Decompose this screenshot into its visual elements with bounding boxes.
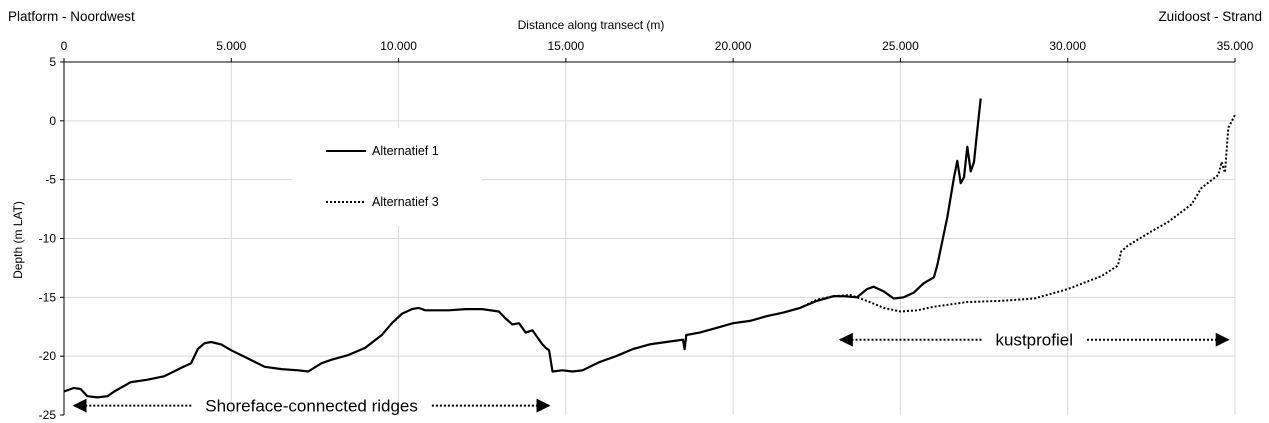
series-lines — [63, 98, 1236, 399]
annotation-label: kustprofiel — [996, 331, 1073, 350]
series-line-alternatief-1 — [63, 98, 982, 399]
annotations: Shoreface-connected ridges kustprofiel — [72, 331, 1230, 416]
legend-label-alternatief-1: Alternatief 1 — [372, 144, 439, 158]
corner-label-left: Platform - Noordwest — [8, 9, 135, 24]
x-tick-label: 35.000 — [1217, 39, 1254, 53]
corner-label-right: Zuidoost - Strand — [1158, 9, 1262, 24]
x-tick-label: 25.000 — [882, 39, 919, 53]
y-tick-label: -15 — [39, 290, 57, 304]
y-tick-label: -5 — [45, 173, 56, 187]
y-tick-label: -20 — [39, 349, 57, 363]
y-axis-title: Depth (m LAT) — [11, 201, 25, 279]
y-tick-label: -25 — [39, 408, 57, 422]
annotation-label: Shoreface-connected ridges — [205, 397, 418, 416]
y-tick-label: 5 — [49, 55, 56, 69]
x-tick-label: 15.000 — [548, 39, 585, 53]
x-tick-label: 10.000 — [380, 39, 417, 53]
gridlines — [64, 61, 1236, 415]
legend: Alternatief 1 Alternatief 3 — [292, 128, 482, 226]
legend-label-alternatief-3: Alternatief 3 — [372, 195, 439, 209]
x-tick-label: 0 — [61, 39, 68, 53]
y-tick-label: -10 — [39, 232, 57, 246]
x-tick-label: 20.000 — [715, 39, 752, 53]
x-tick-label: 30.000 — [1049, 39, 1086, 53]
series-line-alternatief-3 — [799, 114, 1236, 313]
y-tick-label: 0 — [49, 114, 56, 128]
legend-background — [292, 128, 482, 226]
x-tick-label: 5.000 — [216, 39, 246, 53]
axes: 0 5.000 10.000 15.000 20.000 25.000 30.000 35.0… — [39, 39, 1254, 422]
x-axis-title: Distance along transect (m) — [518, 18, 665, 32]
